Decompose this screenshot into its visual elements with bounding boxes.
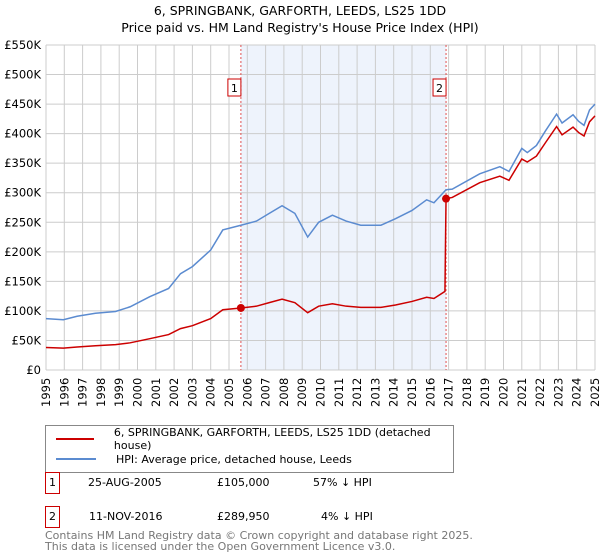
x-tick-label: 2022 [533, 378, 547, 407]
y-tick-label: £50K [12, 333, 42, 347]
transaction-date: 11-NOV-2016 [89, 510, 163, 523]
legend-swatch-blue [56, 458, 96, 460]
y-tick-label: £500K [4, 68, 41, 82]
legend-swatch-red [56, 438, 94, 440]
transaction-price: £105,000 [217, 476, 270, 489]
chart-subtitle: Price paid vs. HM Land Registry's House … [121, 20, 479, 35]
x-tick-label: 2010 [314, 378, 328, 407]
y-tick-label: £250K [4, 215, 41, 229]
y-tick-label: £0 [26, 363, 41, 377]
footer: Contains HM Land Registry data © Crown c… [45, 530, 473, 552]
series-line [45, 115, 596, 349]
legend: 6, SPRINGBANK, GARFORTH, LEEDS, LS25 1DD… [45, 425, 454, 473]
x-tick-label: 2020 [497, 378, 511, 407]
footer-line: Contains HM Land Registry data © Crown c… [45, 529, 473, 542]
legend-item-price-paid: 6, SPRINGBANK, GARFORTH, LEEDS, LS25 1DD… [56, 426, 453, 452]
x-tick-label: 2019 [478, 378, 492, 407]
y-tick-label: £400K [4, 127, 41, 141]
footer-line: This data is licensed under the Open Gov… [45, 540, 396, 553]
x-tick-label: 2012 [350, 378, 364, 407]
line-chart: 1995 1996 1997 1998 1999 2000 2001 2002 2003 2004… [4, 38, 600, 407]
x-tick-label: 2001 [149, 378, 163, 407]
transaction-row: 2 11-NOV-2016 £289,950 4% ↓ HPI [45, 506, 445, 528]
x-tick-label: 2025 [588, 378, 600, 407]
y-tick-label: £200K [4, 245, 41, 259]
transaction-badge: 2 [45, 506, 60, 528]
y-tick-label: £350K [4, 156, 41, 170]
x-tick-label: 1999 [112, 378, 126, 407]
x-tick-label: 2023 [551, 378, 565, 407]
x-tick-label: 2016 [423, 378, 437, 407]
x-tick-label: 1995 [39, 378, 53, 407]
x-tick-label: 1998 [94, 378, 108, 407]
x-tick-label: 2021 [515, 378, 529, 407]
y-tick-label: £300K [4, 186, 41, 200]
x-tick-label: 2009 [295, 378, 309, 407]
annotation-box [227, 78, 242, 97]
x-tick-label: 2011 [332, 378, 346, 407]
y-tick-label: £550K [4, 38, 41, 52]
x-tick-label: 2024 [570, 378, 584, 407]
x-tick-label: 2007 [259, 378, 273, 407]
x-tick-label: 2002 [167, 378, 181, 407]
x-tick-label: 2006 [240, 378, 254, 407]
transaction-badge: 1 [45, 472, 60, 494]
y-tick-label: £450K [4, 97, 41, 111]
annotation-label: 2 [436, 82, 443, 95]
legend-label: 6, SPRINGBANK, GARFORTH, LEEDS, LS25 1DD… [113, 426, 431, 452]
x-tick-label: 2004 [204, 378, 218, 407]
x-tick-label: 2015 [405, 378, 419, 407]
x-tick-label: 2014 [387, 378, 401, 407]
x-tick-label: 2008 [277, 378, 291, 407]
y-tick-label: £100K [4, 304, 41, 318]
chart-title: 6, SPRINGBANK, GARFORTH, LEEDS, LS25 1DD [153, 3, 447, 18]
x-tick-label: 1997 [76, 378, 90, 407]
x-tick-label: 2000 [131, 378, 145, 407]
sale-point [442, 194, 451, 203]
annotation-label: 1 [231, 82, 238, 95]
transaction-hpi: 4% ↓ HPI [321, 510, 373, 523]
x-tick-label: 2005 [222, 378, 236, 407]
legend-item-hpi: HPI: Average price, detached house, Leed… [56, 450, 352, 468]
x-tick-label: 2018 [460, 378, 474, 407]
x-tick-label: 2013 [368, 378, 382, 407]
x-tick-label: 2003 [185, 378, 199, 407]
x-tick-label: 2017 [442, 378, 456, 407]
series-line [45, 103, 596, 321]
transaction-date: 25-AUG-2005 [88, 476, 162, 489]
y-tick-label: £150K [4, 274, 41, 288]
x-tick-label: 1996 [57, 378, 71, 407]
transaction-row: 1 25-AUG-2005 £105,000 57% ↓ HPI [45, 472, 445, 494]
transaction-price: £289,950 [217, 510, 270, 523]
transaction-hpi: 57% ↓ HPI [313, 476, 372, 489]
annotation-box [432, 78, 447, 97]
sale-point [236, 303, 245, 312]
legend-label: HPI: Average price, detached house, Leed… [116, 452, 352, 466]
